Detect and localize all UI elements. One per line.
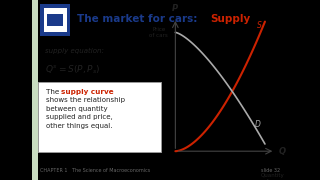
FancyBboxPatch shape xyxy=(38,82,161,152)
Text: $Q^s = S\left(P,P_s\right)$: $Q^s = S\left(P,P_s\right)$ xyxy=(45,63,100,76)
Text: S: S xyxy=(257,21,262,30)
Bar xyxy=(40,4,70,36)
Bar xyxy=(44,8,67,32)
Bar xyxy=(47,14,63,26)
Text: shows the relationship
between quantity
supplied and price,
other things equal.: shows the relationship between quantity … xyxy=(46,97,125,129)
Text: The market for cars:: The market for cars: xyxy=(77,14,204,24)
Text: The: The xyxy=(46,89,62,94)
Text: Price
of cars: Price of cars xyxy=(149,27,168,38)
Text: P: P xyxy=(172,4,179,13)
Text: supply equation:: supply equation: xyxy=(45,48,104,54)
Text: CHAPTER 1   The Science of Macroeconomics: CHAPTER 1 The Science of Macroeconomics xyxy=(40,168,150,173)
Text: Q: Q xyxy=(279,147,286,156)
Text: slide 32: slide 32 xyxy=(261,168,280,173)
Text: Quantity
of cars: Quantity of cars xyxy=(261,173,284,180)
Text: Supply: Supply xyxy=(210,14,250,24)
Text: supply curve: supply curve xyxy=(61,89,114,94)
Bar xyxy=(32,0,38,180)
Text: D: D xyxy=(255,120,260,129)
